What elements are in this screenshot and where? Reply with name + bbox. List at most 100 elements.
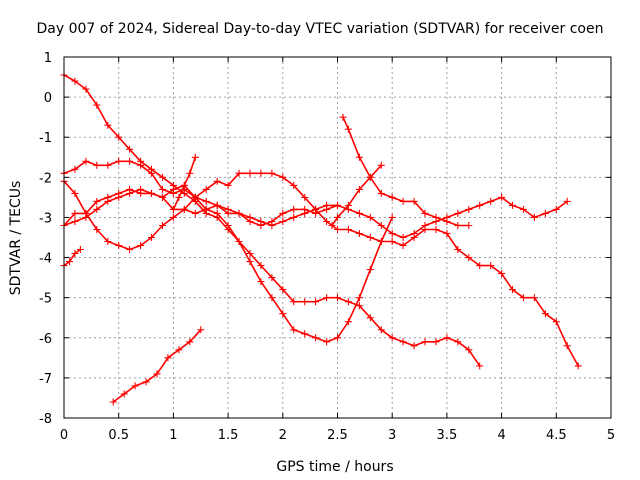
data-point (421, 226, 429, 233)
y-tick-label: 0 (44, 91, 52, 106)
data-point (334, 213, 341, 221)
data-point (159, 173, 166, 181)
data-point (137, 189, 145, 197)
data-point (301, 298, 309, 306)
data-point (246, 258, 254, 266)
y-tick-label: -6 (39, 332, 52, 347)
data-point (186, 169, 194, 177)
data-point (93, 197, 101, 205)
data-point (323, 294, 331, 302)
data-point (126, 246, 134, 253)
data-point (235, 169, 243, 177)
data-point (344, 318, 352, 326)
data-point (334, 226, 341, 233)
data-point (257, 222, 265, 229)
data-point (323, 205, 331, 213)
data-point (93, 161, 101, 169)
data-point (552, 205, 560, 213)
x-tick-labels: 0 0.5 1 1.5 2 2.5 3 3.5 4 4.5 5 (60, 428, 615, 443)
data-point (82, 85, 90, 93)
data-point (76, 246, 84, 253)
data-point (421, 338, 429, 346)
data-point (175, 193, 183, 201)
data-point (520, 294, 527, 302)
data-point (443, 230, 451, 237)
data-point (71, 209, 79, 217)
axis-ticks (63, 56, 612, 419)
x-axis-label: GPS time / hours (276, 459, 393, 475)
data-point (82, 157, 90, 165)
data-point (465, 346, 473, 354)
data-point (213, 201, 221, 209)
data-point (476, 262, 484, 270)
data-point (563, 197, 571, 205)
data-point (443, 334, 451, 342)
data-point (104, 238, 112, 245)
data-point (388, 238, 396, 245)
data-point (93, 205, 101, 213)
chart-title: Day 007 of 2024, Sidereal Day-to-day VTE… (37, 21, 604, 37)
data-point (279, 173, 287, 181)
data-point (137, 161, 145, 169)
data-point (126, 145, 134, 153)
data-point (334, 334, 341, 342)
data-point (388, 213, 396, 221)
data-point (115, 133, 123, 141)
data-point (120, 390, 128, 398)
y-tick-label: -5 (39, 292, 52, 307)
data-point (104, 161, 112, 169)
data-series (60, 71, 582, 406)
data-point (246, 169, 254, 177)
data-point (323, 338, 331, 346)
data-point (268, 169, 276, 177)
data-point (312, 209, 320, 217)
data-point (142, 378, 150, 386)
data-point (66, 258, 73, 266)
data-point (180, 205, 188, 213)
data-point (93, 226, 101, 233)
data-point (334, 294, 341, 302)
data-point (377, 238, 385, 245)
data-point (268, 294, 276, 302)
data-point (246, 250, 254, 257)
y-tick-label: -1 (39, 131, 52, 146)
data-point (399, 338, 407, 346)
data-point (301, 330, 309, 338)
data-point (410, 234, 418, 241)
data-point (388, 230, 396, 237)
data-point (366, 234, 374, 241)
data-point (279, 209, 287, 217)
data-point (224, 181, 232, 189)
series-track-1 (60, 71, 484, 370)
data-point (71, 165, 79, 173)
data-point (355, 185, 363, 193)
data-point (323, 218, 331, 225)
x-tick-label: 0.5 (108, 428, 129, 443)
data-point (432, 226, 440, 233)
data-point (126, 185, 134, 193)
y-tick-labels: 1 0 -1 -2 -3 -4 -5 -6 -7 -8 (39, 51, 52, 427)
data-point (334, 201, 341, 209)
data-point (339, 113, 347, 121)
data-point (202, 197, 210, 205)
data-point (432, 213, 440, 221)
data-point (202, 185, 210, 193)
data-point (443, 218, 451, 225)
data-point (312, 298, 320, 306)
data-point (257, 262, 265, 270)
x-tick-label: 2.5 (327, 428, 348, 443)
data-point (530, 213, 538, 221)
data-point (355, 153, 363, 161)
data-point (191, 209, 199, 217)
data-point (487, 197, 495, 205)
data-point (290, 213, 298, 221)
data-point (498, 193, 506, 201)
data-point (235, 209, 243, 217)
data-point (465, 205, 473, 213)
data-point (131, 382, 139, 390)
data-point (487, 262, 495, 270)
grid-lines (64, 57, 611, 418)
data-point (520, 205, 527, 213)
x-tick-label: 3.5 (437, 428, 458, 443)
data-point (148, 189, 155, 197)
